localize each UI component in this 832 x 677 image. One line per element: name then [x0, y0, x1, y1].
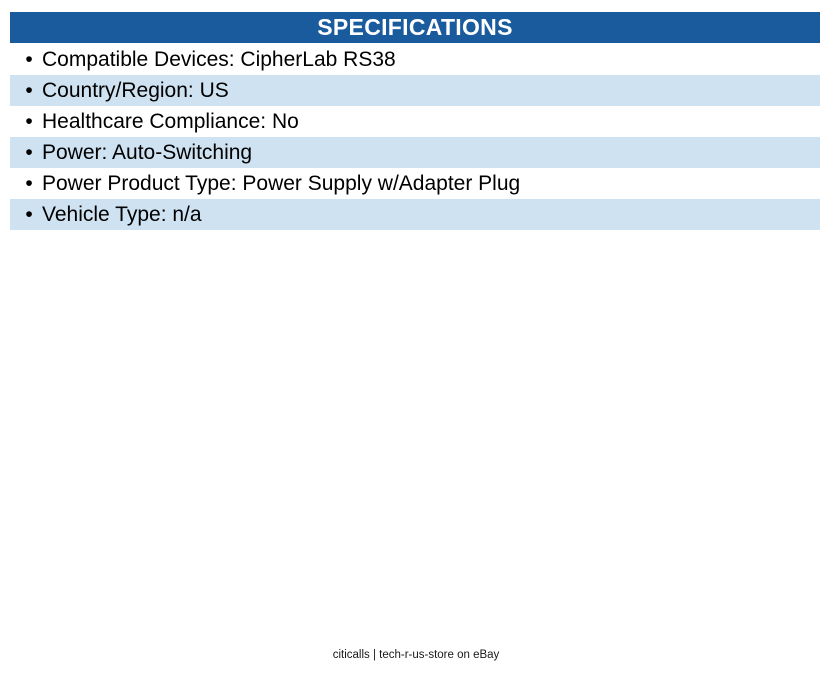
spec-row-power: • Power: Auto-Switching [10, 137, 820, 168]
bullet-icon: • [25, 171, 33, 195]
spec-row-compatible-devices: • Compatible Devices: CipherLab RS38 [10, 44, 820, 75]
spec-list: • Compatible Devices: CipherLab RS38 • C… [10, 44, 820, 230]
spec-text: Compatible Devices: CipherLab RS38 [42, 47, 396, 71]
bullet-icon: • [25, 78, 33, 102]
bullet-icon: • [25, 202, 33, 226]
specifications-title: SPECIFICATIONS [10, 12, 820, 43]
specifications-panel: SPECIFICATIONS • Compatible Devices: Cip… [10, 12, 820, 230]
spec-row-country-region: • Country/Region: US [10, 75, 820, 106]
bullet-icon: • [25, 140, 33, 164]
bullet-icon: • [25, 109, 33, 133]
spec-text: Healthcare Compliance: No [42, 109, 299, 133]
spec-text: Power: Auto-Switching [42, 140, 253, 164]
spec-text: Country/Region: US [42, 78, 229, 102]
seller-footer-text: citicalls | tech-r-us-store on eBay [332, 649, 500, 661]
spec-row-power-product-type: • Power Product Type: Power Supply w/Ada… [10, 168, 820, 199]
spec-text: Vehicle Type: n/a [42, 202, 202, 226]
spec-row-vehicle-type: • Vehicle Type: n/a [10, 199, 820, 230]
bullet-icon: • [25, 47, 33, 71]
spec-text: Power Product Type: Power Supply w/Adapt… [42, 171, 521, 195]
spec-row-healthcare-compliance: • Healthcare Compliance: No [10, 106, 820, 137]
